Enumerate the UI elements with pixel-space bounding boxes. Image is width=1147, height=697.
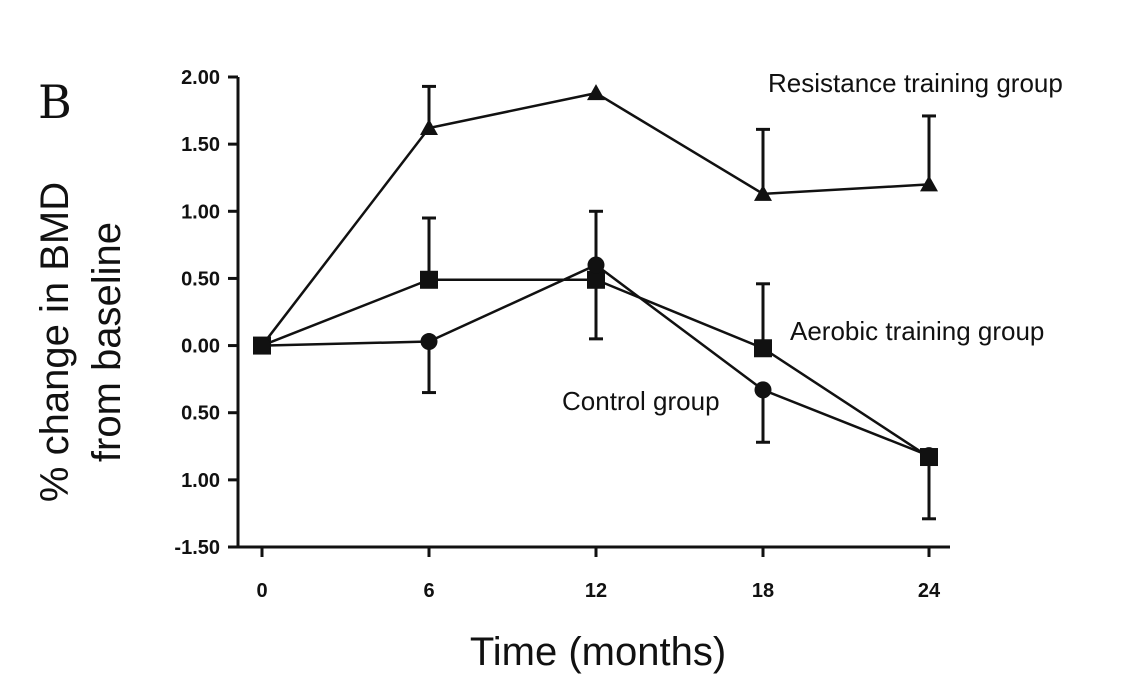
marker-control bbox=[420, 333, 438, 351]
series-label-control: Control group bbox=[562, 386, 720, 416]
x-tick-label: 0 bbox=[256, 580, 267, 602]
series-label-aerobic: Aerobic training group bbox=[790, 316, 1044, 346]
series-control bbox=[253, 209, 938, 521]
plot-layer: 2.00 1.50 1.00 0.50 0.00 0.50 1.00 -1.50 0 6 12 18 2… bbox=[174, 67, 950, 602]
y-tick-label: 0.50 bbox=[181, 268, 220, 290]
marker-resistance bbox=[754, 184, 772, 201]
panel-label: B bbox=[38, 75, 72, 129]
marker-resistance bbox=[420, 119, 438, 136]
y-tick-label: 0.00 bbox=[181, 336, 220, 358]
marker-control bbox=[920, 447, 938, 465]
x-axis-title: Time (months) bbox=[470, 630, 726, 674]
marker-aerobic bbox=[754, 339, 772, 358]
x-tick-label: 18 bbox=[752, 580, 774, 602]
marker-control bbox=[754, 381, 772, 399]
series-label-resistance: Resistance training group bbox=[768, 68, 1063, 98]
y-axis-title-line-2: from baseline bbox=[85, 222, 129, 462]
axes: 2.00 1.50 1.00 0.50 0.00 0.50 1.00 -1.50 0 6 12 18 2… bbox=[174, 67, 950, 602]
y-tick-label: 0.50 bbox=[181, 403, 220, 425]
y-tick-label: 2.00 bbox=[181, 67, 220, 89]
x-tick-label: 24 bbox=[918, 580, 941, 602]
marker-aerobic bbox=[420, 270, 438, 289]
x-tick-label: 6 bbox=[423, 580, 434, 602]
y-axis-title: % change in BMD from baseline bbox=[33, 182, 129, 502]
marker-resistance bbox=[587, 84, 605, 101]
marker-control bbox=[587, 256, 605, 274]
y-tick-label: 1.50 bbox=[181, 134, 220, 156]
x-tick-label: 12 bbox=[585, 580, 607, 602]
y-tick-label: -1.50 bbox=[174, 537, 220, 559]
y-tick-label: 1.00 bbox=[181, 201, 220, 223]
marker-control bbox=[253, 337, 271, 355]
y-tick-label: 1.00 bbox=[181, 470, 220, 492]
marker-resistance bbox=[920, 175, 938, 192]
y-axis-title-line-1: % change in BMD bbox=[33, 182, 77, 502]
